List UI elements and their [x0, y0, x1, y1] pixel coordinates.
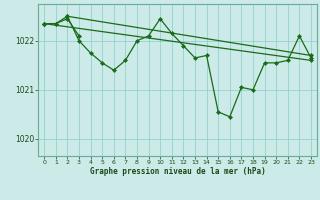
- X-axis label: Graphe pression niveau de la mer (hPa): Graphe pression niveau de la mer (hPa): [90, 167, 266, 176]
